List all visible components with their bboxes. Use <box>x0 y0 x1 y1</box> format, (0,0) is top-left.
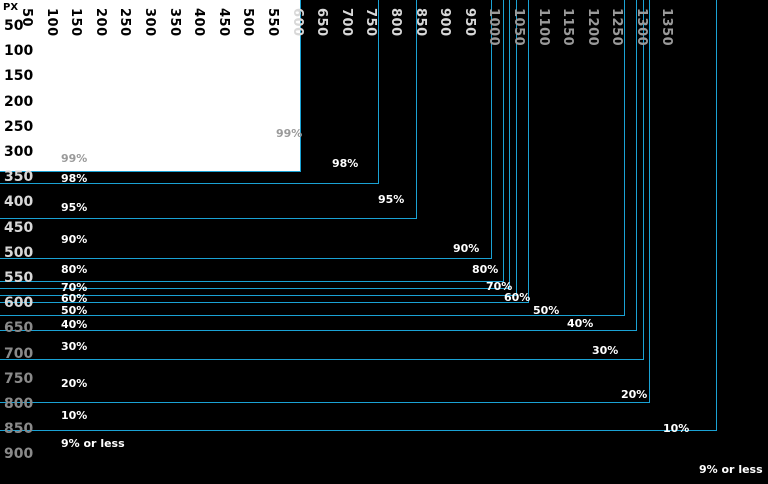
x-tick: 450 <box>215 8 231 37</box>
y-tick: 50 <box>4 18 24 34</box>
right-percent-label: 95% <box>378 193 405 206</box>
left-percent-label: 95% <box>61 201 88 214</box>
boundary-bottom-7 <box>0 302 529 303</box>
boundary-right-1 <box>378 0 379 183</box>
x-tick: 650 <box>314 8 330 37</box>
y-tick: 600 <box>4 295 34 312</box>
y-tick: 300 <box>4 144 34 160</box>
y-tick: 350 <box>4 169 34 186</box>
x-tick: 1050 <box>511 8 526 47</box>
boundary-bottom-3 <box>0 258 492 259</box>
x-tick: 150 <box>68 8 84 37</box>
x-tick: 1100 <box>535 8 551 47</box>
x-tick: 700 <box>338 8 354 37</box>
x-tick: 1250 <box>609 8 625 47</box>
boundary-right-10 <box>643 0 644 359</box>
x-tick: 1300 <box>634 8 649 47</box>
left-percent-label: 60% <box>61 292 88 305</box>
left-percent-label: 70% <box>61 281 88 294</box>
right-percent-label: 10% <box>663 422 690 435</box>
right-percent-label: 60% <box>504 291 531 304</box>
right-percent-label: 99% <box>276 127 303 140</box>
x-tick: 550 <box>265 8 280 37</box>
y-tick: 800 <box>4 396 34 412</box>
left-percent-label: 98% <box>61 172 88 185</box>
left-percent-label: 30% <box>61 340 88 353</box>
right-percent-label: 98% <box>332 157 359 170</box>
x-tick: 1150 <box>560 8 576 47</box>
x-tick: 850 <box>412 8 428 37</box>
boundary-right-9 <box>636 0 637 330</box>
boundary-bottom-4 <box>0 281 504 282</box>
x-tick: 350 <box>166 8 182 37</box>
boundary-bottom-0 <box>0 171 301 172</box>
x-tick: 1350 <box>658 8 674 47</box>
boundary-right-5 <box>509 0 510 288</box>
x-tick: 950 <box>461 8 477 37</box>
boundary-right-8 <box>624 0 625 315</box>
boundary-bottom-10 <box>0 359 644 360</box>
x-tick: 1000 <box>486 8 502 47</box>
boundary-bottom-1 <box>0 183 379 184</box>
left-percent-label: 99% <box>61 152 88 165</box>
boundary-bottom-6 <box>0 295 517 296</box>
y-tick: 750 <box>4 370 34 387</box>
full-coverage-area <box>0 0 300 171</box>
y-tick: 250 <box>4 118 34 135</box>
left-percent-label: 40% <box>61 318 88 331</box>
boundary-right-7 <box>528 0 529 302</box>
boundary-bottom-5 <box>0 288 510 289</box>
y-tick: 450 <box>4 219 34 236</box>
right-percent-label: 9% or less <box>699 463 763 476</box>
boundary-bottom-8 <box>0 315 625 316</box>
x-tick: 400 <box>191 8 207 37</box>
y-tick: 500 <box>4 244 34 261</box>
right-percent-label: 30% <box>592 344 619 357</box>
right-percent-label: 70% <box>486 280 513 293</box>
left-percent-label: 20% <box>61 377 88 390</box>
left-percent-label: 9% or less <box>61 437 125 450</box>
x-tick: 500 <box>240 8 256 37</box>
boundary-right-11 <box>649 0 650 402</box>
y-tick: 200 <box>4 93 34 110</box>
x-tick: 100 <box>43 8 59 37</box>
boundary-bottom-2 <box>0 218 417 219</box>
y-tick: 550 <box>4 270 34 286</box>
unit-label: PX <box>3 2 19 13</box>
x-tick: 900 <box>437 8 453 37</box>
y-tick: 900 <box>4 446 34 463</box>
right-percent-label: 80% <box>472 263 499 276</box>
boundary-right-12 <box>716 0 717 430</box>
y-tick: 100 <box>4 43 34 60</box>
left-percent-label: 10% <box>61 409 88 422</box>
boundary-bottom-9 <box>0 330 637 331</box>
y-tick: 700 <box>4 345 34 362</box>
y-tick: 400 <box>4 194 34 211</box>
x-tick: 200 <box>92 8 108 37</box>
y-tick: 850 <box>4 421 34 438</box>
x-tick: 1200 <box>584 8 600 47</box>
x-tick: 750 <box>363 8 379 37</box>
boundary-bottom-11 <box>0 402 650 403</box>
boundary-right-3 <box>491 0 492 258</box>
y-tick: 650 <box>4 320 34 337</box>
right-percent-label: 50% <box>533 304 560 317</box>
left-percent-label: 90% <box>61 233 88 246</box>
right-percent-label: 20% <box>621 388 648 401</box>
boundary-bottom-12 <box>0 430 717 431</box>
boundary-right-2 <box>416 0 417 218</box>
x-tick: 250 <box>117 8 133 37</box>
boundary-right-0 <box>300 0 301 171</box>
x-tick: 300 <box>142 8 157 37</box>
right-percent-label: 90% <box>453 242 480 255</box>
y-tick: 150 <box>4 68 34 85</box>
boundary-right-4 <box>503 0 504 281</box>
left-percent-label: 80% <box>61 263 88 276</box>
boundary-right-6 <box>516 0 517 295</box>
left-percent-label: 50% <box>61 304 88 317</box>
x-tick: 600 <box>289 8 305 37</box>
right-percent-label: 40% <box>567 317 594 330</box>
x-tick: 800 <box>388 8 403 37</box>
